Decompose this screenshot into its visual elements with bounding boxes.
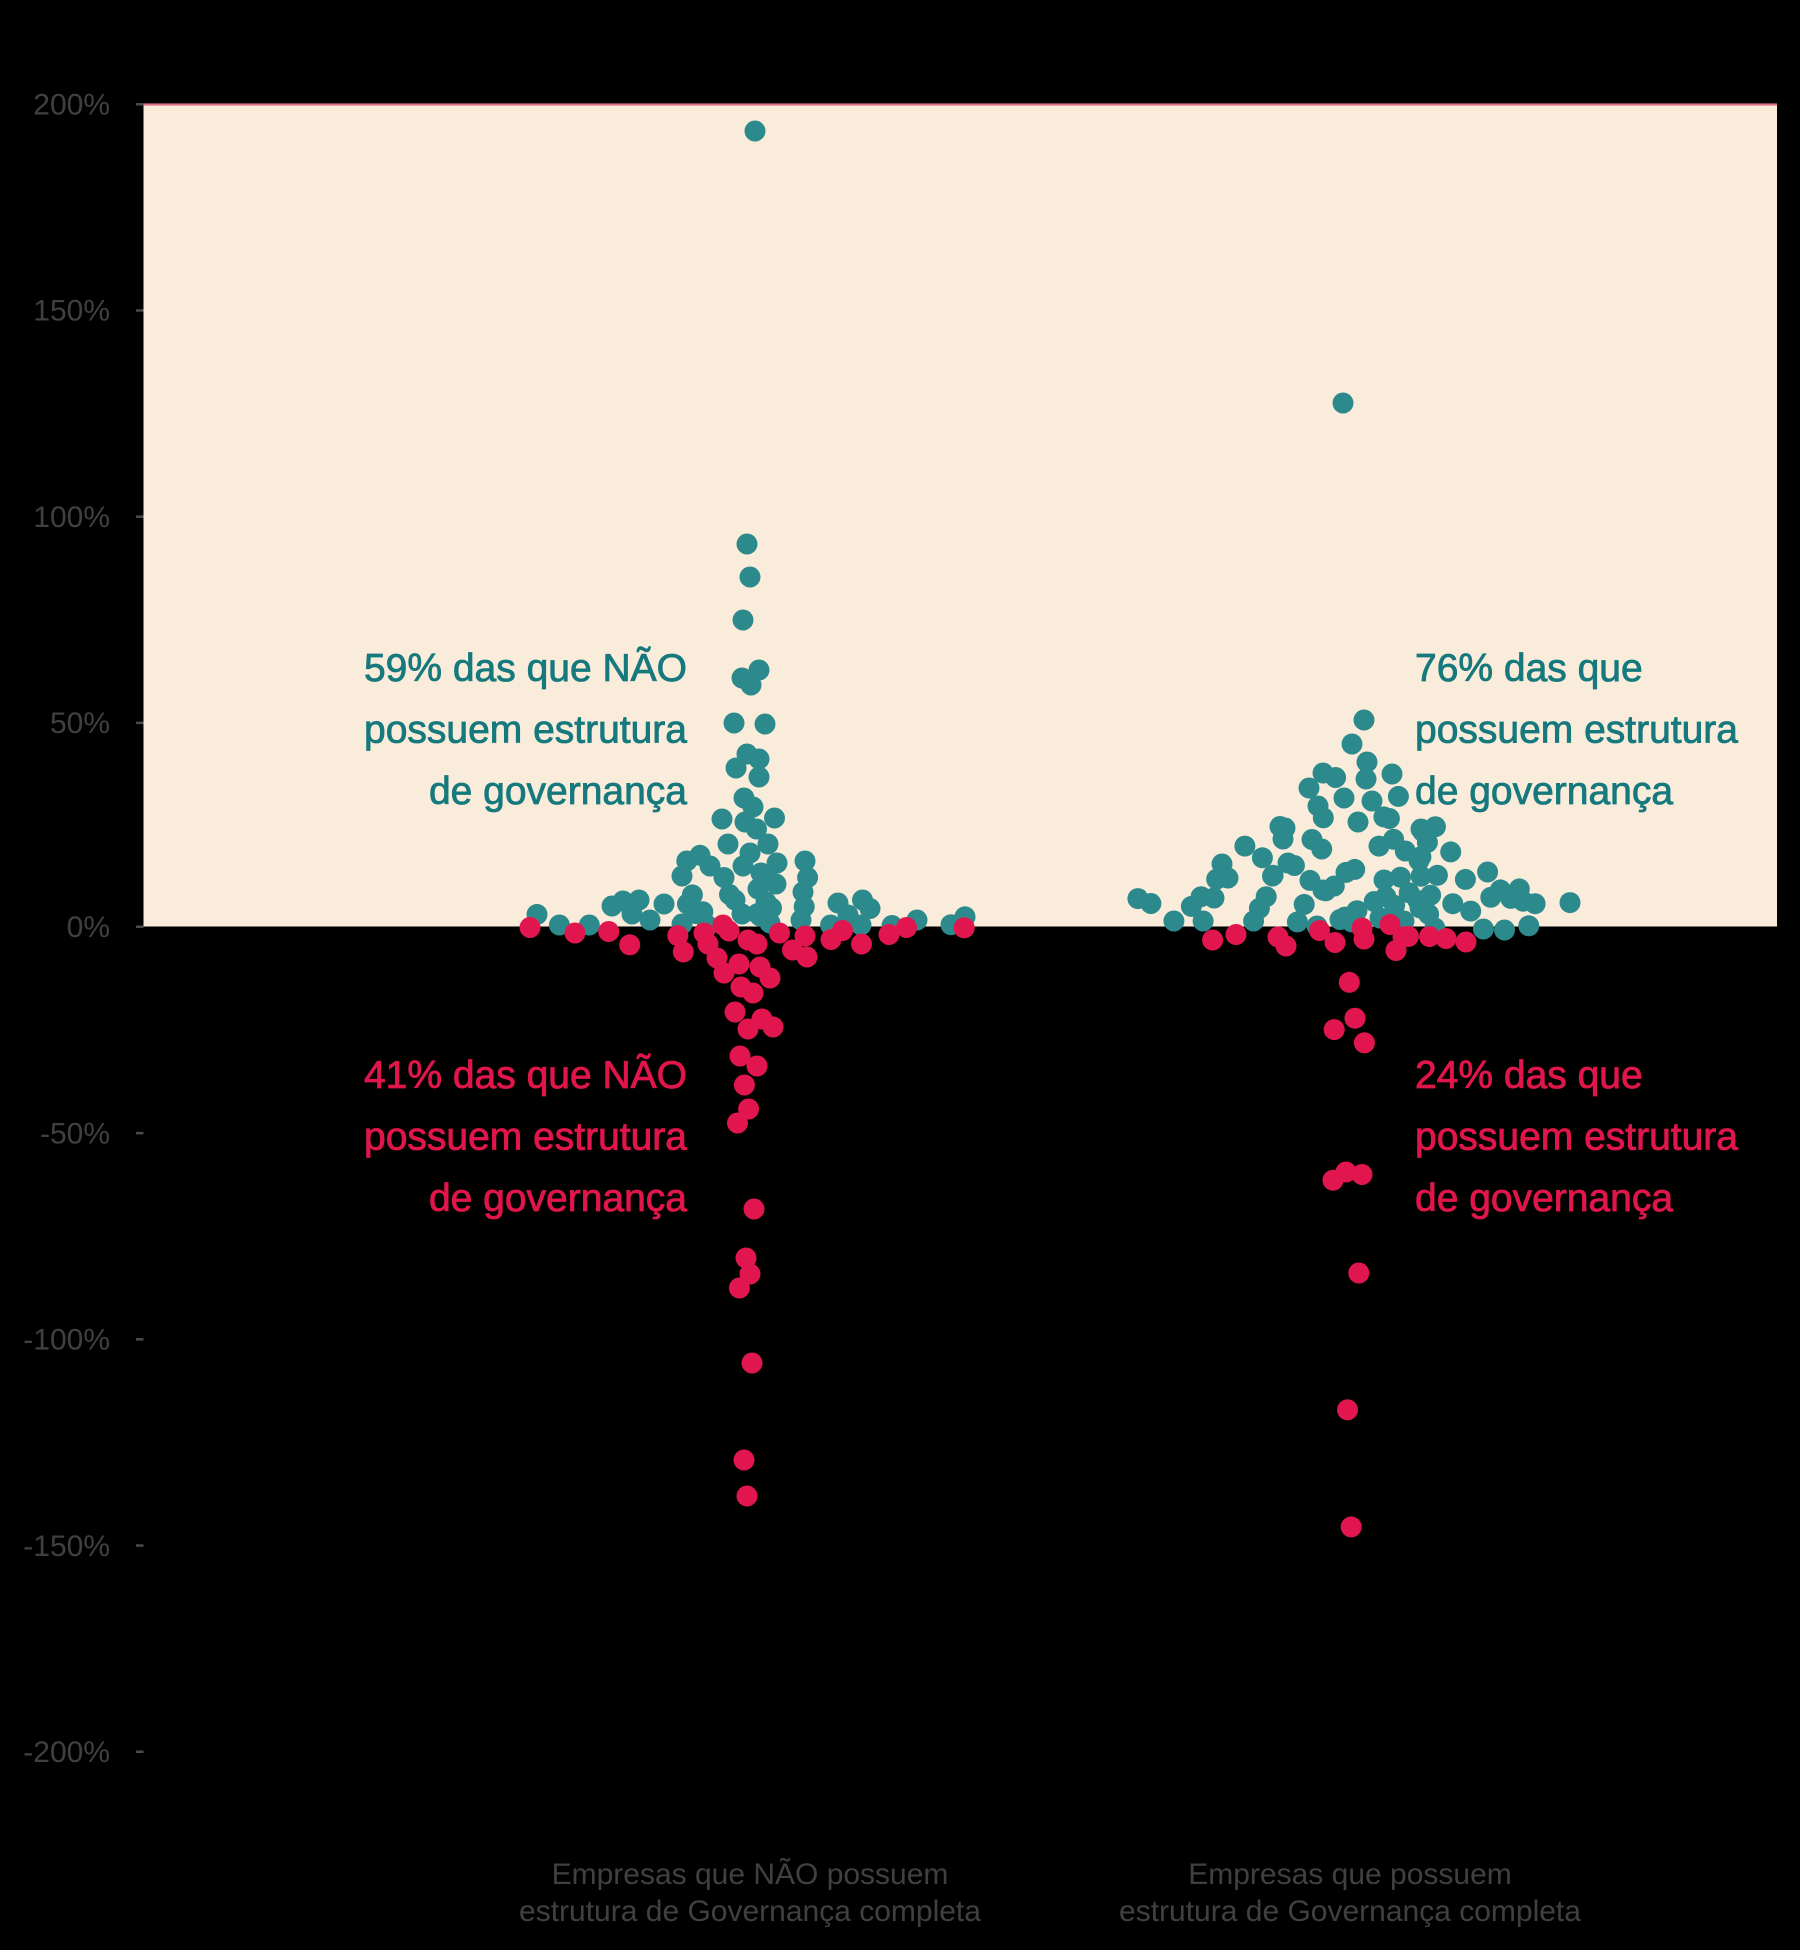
svg-text:100%: 100%: [33, 501, 110, 534]
svg-text:-50%: -50%: [40, 1117, 110, 1150]
svg-text:Empresas que NÃO possuem: Empresas que NÃO possuem: [552, 1857, 949, 1891]
svg-text:41% das que NÃO: 41% das que NÃO: [364, 1054, 687, 1097]
svg-text:59% das que NÃO: 59% das que NÃO: [364, 647, 687, 690]
svg-text:-100%: -100%: [23, 1324, 110, 1357]
svg-text:24% das que: 24% das que: [1415, 1054, 1643, 1097]
svg-text:150%: 150%: [33, 295, 110, 328]
svg-text:50%: 50%: [50, 707, 110, 740]
svg-text:estrutura de Governança comple: estrutura de Governança completa: [1119, 1895, 1581, 1928]
svg-text:possuem estrutura: possuem estrutura: [1415, 1116, 1738, 1159]
svg-text:possuem estrutura: possuem estrutura: [364, 1116, 687, 1159]
svg-text:possuem estrutura: possuem estrutura: [1415, 709, 1738, 752]
svg-text:76% das que: 76% das que: [1415, 647, 1643, 690]
svg-text:de governança: de governança: [1415, 770, 1673, 813]
svg-text:de governança: de governança: [429, 770, 687, 813]
svg-text:-150%: -150%: [23, 1530, 110, 1563]
svg-text:estrutura de Governança comple: estrutura de Governança completa: [519, 1895, 981, 1928]
svg-text:Empresas que possuem: Empresas que possuem: [1188, 1858, 1512, 1891]
svg-text:de governança: de governança: [1415, 1177, 1673, 1220]
svg-text:200%: 200%: [33, 89, 110, 122]
svg-text:0%: 0%: [67, 911, 110, 944]
svg-text:-200%: -200%: [23, 1736, 110, 1769]
svg-text:de governança: de governança: [429, 1177, 687, 1220]
svg-text:possuem estrutura: possuem estrutura: [364, 709, 687, 752]
